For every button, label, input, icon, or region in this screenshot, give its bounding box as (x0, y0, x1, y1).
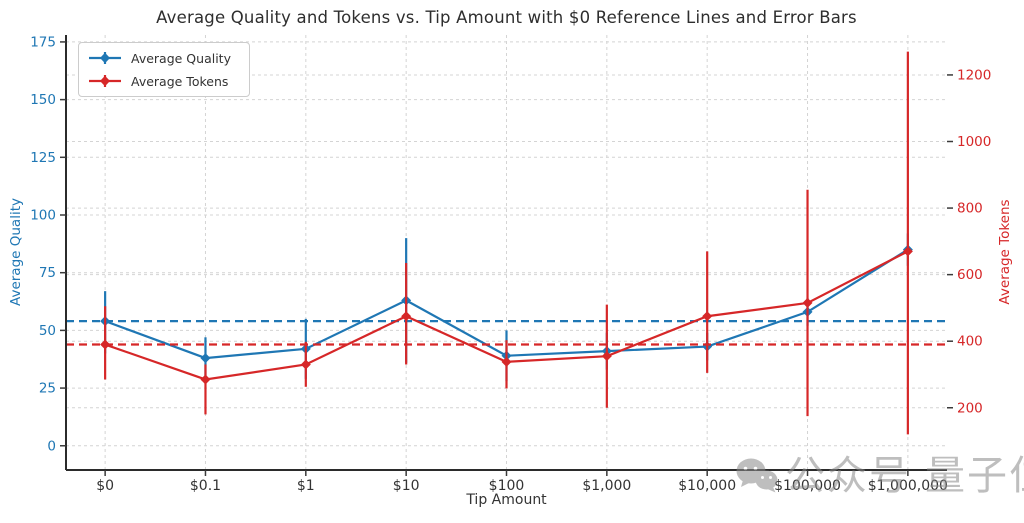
chart-title: Average Quality and Tokens vs. Tip Amoun… (156, 8, 857, 27)
left-axis-label: Average Quality (8, 198, 24, 306)
right-tick-label: 1200 (957, 67, 991, 83)
x-tick-label: $100,000 (774, 478, 841, 494)
left-tick-label: 150 (30, 92, 56, 108)
tokens-point (401, 311, 412, 322)
x-tick-label: $0.1 (190, 478, 221, 494)
tokens-point (902, 246, 913, 257)
errorbar-handle-icon (89, 75, 121, 87)
x-tick-label: $1 (297, 478, 315, 494)
right-tick-label: 1000 (957, 134, 991, 150)
left-tick-label: 25 (39, 381, 56, 397)
tokens-error-bars (104, 51, 909, 435)
legend-label-quality: Average Quality (131, 50, 231, 66)
vertical-gridlines (104, 35, 909, 470)
left-tick-label: 50 (39, 323, 56, 339)
tokens-point (300, 359, 311, 370)
tokens-point (501, 356, 512, 367)
right-tick-label: 400 (957, 334, 983, 350)
tokens-point (601, 351, 612, 362)
x-tick-label: $1,000 (582, 478, 631, 494)
right-tick-label: 800 (957, 201, 983, 217)
tokens-point (702, 311, 713, 322)
left-axis-ticks: 0 25 50 75 100 125 150 175 (30, 34, 66, 454)
x-tick-label: $1,000,000 (868, 478, 948, 494)
x-tick-label: $0 (96, 478, 114, 494)
legend-entry-quality: Average Quality (87, 49, 239, 67)
legend: Average Quality Average Tokens (78, 42, 250, 97)
tokens-markers (100, 246, 913, 385)
legend-label-tokens: Average Tokens (131, 73, 229, 89)
quality-point (200, 353, 211, 364)
left-tick-label: 0 (47, 438, 56, 454)
left-tick-label: 175 (30, 34, 56, 50)
x-tick-label: $10,000 (678, 478, 736, 494)
left-tick-label: 75 (39, 265, 56, 281)
x-axis-ticks: $0 $0.1 $1 $10 $100 $1,000 $10,000 $100,000 $1,0… (96, 470, 948, 494)
right-tick-label: 200 (957, 400, 983, 416)
right-axis-label: Average Tokens (997, 199, 1013, 305)
tokens-point (802, 297, 813, 308)
right-axis-ticks: 200 400 600 800 1000 1200 (947, 67, 991, 416)
legend-entry-tokens: Average Tokens (87, 72, 239, 90)
left-tick-label: 125 (30, 150, 56, 166)
right-tick-label: 600 (957, 267, 983, 283)
left-tick-label: 100 (30, 208, 56, 224)
errorbar-handle-icon (89, 52, 121, 64)
x-tick-label: $100 (489, 478, 525, 494)
x-axis-label: Tip Amount (466, 492, 547, 508)
x-tick-label: $10 (393, 478, 420, 494)
tokens-point (200, 374, 211, 385)
